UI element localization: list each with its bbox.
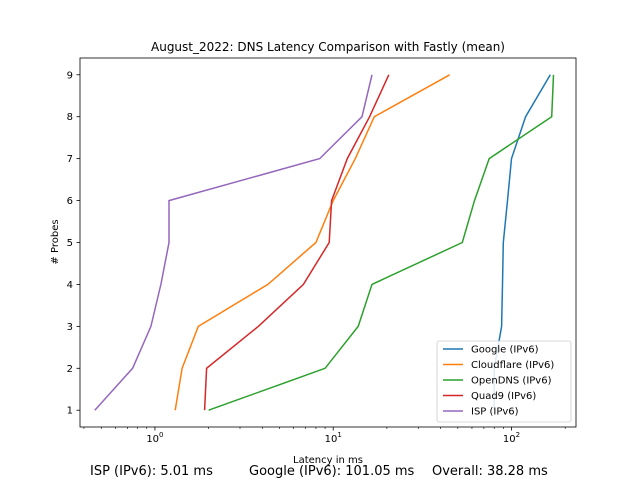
legend-label: Cloudflare (IPv6): [471, 360, 554, 371]
y-tick-label: 6: [67, 196, 73, 207]
footer-overall-mean: Overall: 38.28 ms: [432, 464, 548, 479]
y-tick-label: 2: [67, 364, 73, 375]
legend-label: OpenDNS (IPv6): [471, 376, 552, 387]
chart-title: August_2022: DNS Latency Comparison with…: [151, 40, 505, 54]
y-tick-label: 7: [67, 154, 73, 165]
legend-label: ISP (IPv6): [471, 407, 519, 418]
y-axis-label: # Probes: [50, 219, 61, 264]
series-line-quad9-ipv6: [203, 74, 390, 411]
series-line-opendns-ipv6: [208, 74, 555, 411]
legend: Google (IPv6) Cloudflare (IPv6) OpenDNS (I…: [436, 340, 572, 423]
x-tick-label: 100: [146, 431, 163, 445]
y-tick-label: 8: [67, 112, 73, 123]
x-tick-label: 102: [503, 431, 520, 445]
legend-label: Google (IPv6): [471, 345, 539, 356]
y-tick-label: 4: [67, 280, 73, 291]
y-tick-label: 3: [67, 322, 73, 333]
footer-isp-mean: ISP (IPv6): 5.01 ms: [90, 464, 213, 479]
series-line-cloudflare-ipv6: [174, 74, 451, 411]
y-axis: 1 2 3 4 5 6 7 8 9: [67, 70, 80, 417]
x-axis-label: Latency in ms: [293, 455, 363, 466]
legend-frame: [436, 340, 572, 423]
y-tick-label: 5: [67, 238, 73, 249]
x-axis: 100 101 102: [83, 427, 566, 445]
footer-google-mean: Google (IPv6): 101.05 ms: [249, 464, 415, 479]
legend-label: Quad9 (IPv6): [471, 391, 536, 402]
y-tick-label: 1: [67, 406, 73, 417]
series-line-isp-ipv6: [94, 74, 373, 411]
y-tick-label: 9: [67, 70, 73, 81]
x-tick-label: 101: [325, 431, 342, 445]
